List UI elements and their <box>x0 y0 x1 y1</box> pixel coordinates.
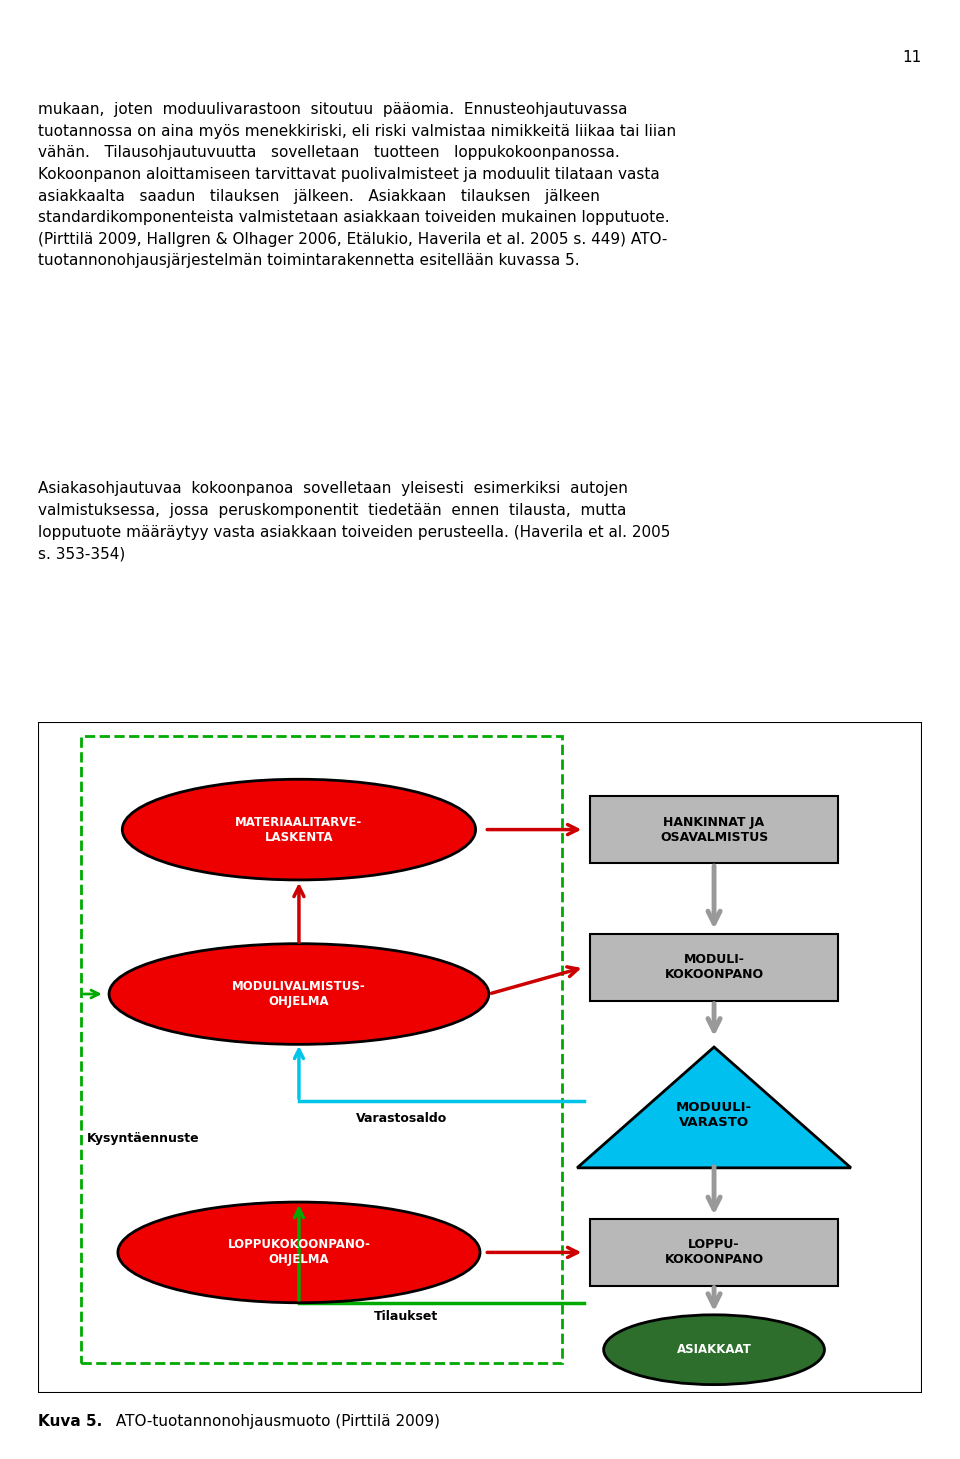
Text: ASIAKKAAT: ASIAKKAAT <box>677 1344 752 1357</box>
Text: MODULI-
KOKOONPANO: MODULI- KOKOONPANO <box>664 953 763 980</box>
Polygon shape <box>577 1048 851 1167</box>
Text: Asiakasohjautuvaa  kokoonpanoa  sovelletaan  yleisesti  esimerkiksi  autojen
val: Asiakasohjautuvaa kokoonpanoa sovelletaa… <box>38 481 671 562</box>
Text: HANKINNAT JA
OSAVALMISTUS: HANKINNAT JA OSAVALMISTUS <box>660 816 768 843</box>
Text: 11: 11 <box>902 50 922 64</box>
Text: Kuva 5.: Kuva 5. <box>38 1414 103 1430</box>
Text: LOPPU-
KOKOONPANO: LOPPU- KOKOONPANO <box>664 1239 763 1266</box>
Text: MODULIVALMISTUS-
OHJELMA: MODULIVALMISTUS- OHJELMA <box>232 980 366 1008</box>
FancyBboxPatch shape <box>590 1218 838 1285</box>
Text: Tilaukset: Tilaukset <box>374 1310 439 1323</box>
Ellipse shape <box>122 779 475 880</box>
Text: MODUULI-
VARASTO: MODUULI- VARASTO <box>676 1102 752 1129</box>
Text: LOPPUKOKOONPANO-
OHJELMA: LOPPUKOKOONPANO- OHJELMA <box>228 1239 371 1266</box>
Ellipse shape <box>604 1315 825 1385</box>
Text: mukaan,  joten  moduulivarastoon  sitoutuu  pääomia.  Ennusteohjautuvassa
tuotan: mukaan, joten moduulivarastoon sitoutuu … <box>38 102 677 268</box>
FancyBboxPatch shape <box>38 722 922 1393</box>
Text: ATO-tuotannonohjausmuoto (Pirttilä 2009): ATO-tuotannonohjausmuoto (Pirttilä 2009) <box>110 1414 440 1430</box>
FancyBboxPatch shape <box>590 797 838 864</box>
Text: Kysyntäennuste: Kysyntäennuste <box>87 1132 200 1145</box>
Text: Varastosaldo: Varastosaldo <box>356 1112 447 1125</box>
Ellipse shape <box>118 1202 480 1303</box>
Ellipse shape <box>109 944 489 1045</box>
FancyBboxPatch shape <box>590 934 838 1001</box>
Text: MATERIAALITARVE-
LASKENTA: MATERIAALITARVE- LASKENTA <box>235 816 363 843</box>
